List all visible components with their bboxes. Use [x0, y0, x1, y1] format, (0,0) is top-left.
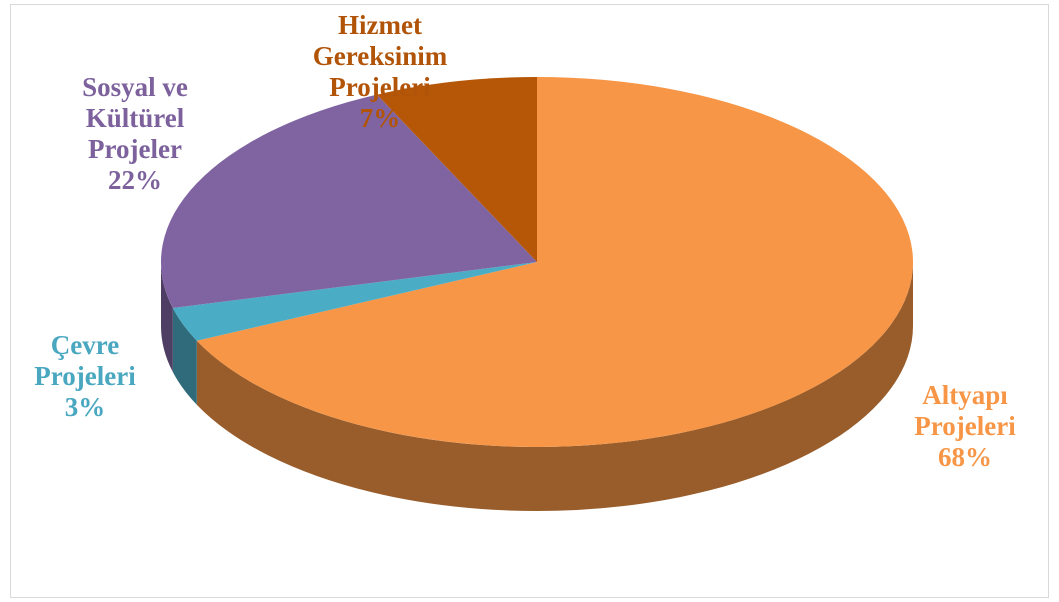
category-label: Çevre Projeleri — [34, 330, 136, 391]
pie-slice-side — [196, 262, 913, 512]
category-label: Altyapı Projeleri — [914, 380, 1016, 441]
value-label: 22% — [108, 165, 162, 195]
pie-slice — [376, 77, 537, 262]
value-label: 7% — [359, 103, 401, 133]
pie-slice-side — [172, 308, 197, 405]
data-label: Sosyal ve Kültürel Projeler 22% — [55, 72, 215, 196]
pie-slice — [172, 262, 537, 341]
pie-slice — [161, 94, 537, 309]
value-label: 3% — [64, 392, 106, 422]
pie-slice — [196, 77, 913, 448]
data-label: Çevre Projeleri 3% — [20, 330, 150, 423]
data-label: Hizmet Gereksinim Projeleri 7% — [290, 10, 470, 134]
category-label: Sosyal ve Kültürel Projeler — [82, 72, 188, 164]
pie-slice-side — [161, 262, 173, 373]
category-label: Hizmet Gereksinim Projeleri — [312, 10, 448, 102]
data-label: Altyapı Projeleri 68% — [890, 380, 1040, 473]
chart-frame — [10, 4, 1049, 598]
value-label: 68% — [938, 442, 992, 472]
